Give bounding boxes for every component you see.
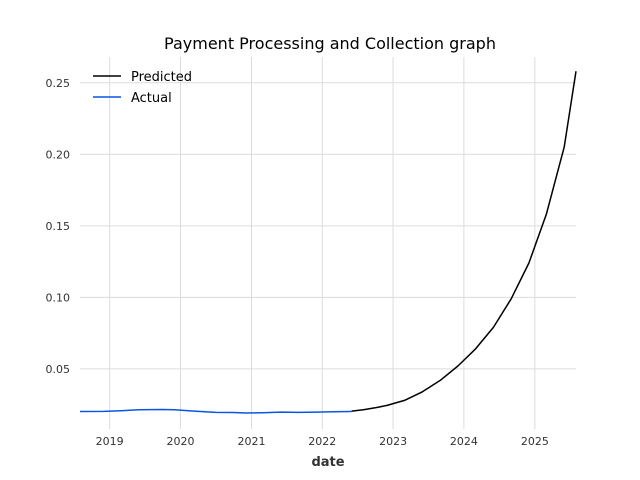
x-tick-label: 2024 (450, 435, 478, 448)
series-line-actual (79, 408, 352, 414)
x-tick-label: 2021 (237, 435, 265, 448)
y-tick-labels: 0.05 0.10 0.15 0.20 0.25 (46, 77, 71, 376)
x-tick-label: 2023 (379, 435, 407, 448)
x-axis-label: date (311, 455, 344, 470)
series-line-predicted (351, 71, 577, 412)
y-tick-label: 0.15 (46, 220, 71, 233)
y-tick-label: 0.05 (46, 363, 71, 376)
y-tick-label: 0.20 (46, 148, 71, 161)
x-tick-label: 2019 (96, 435, 124, 448)
y-tick-label: 0.25 (46, 77, 71, 90)
grid-lines (80, 57, 576, 429)
x-tick-labels: 2019 2020 2021 2022 2023 2024 2025 (96, 435, 549, 448)
x-tick-label: 2022 (308, 435, 336, 448)
legend-label-actual: Actual (131, 91, 172, 106)
legend-label-predicted: Predicted (131, 70, 192, 85)
x-tick-label: 2020 (166, 435, 194, 448)
y-tick-label: 0.10 (46, 291, 71, 304)
series-lines (79, 71, 577, 414)
legend: Predicted Actual (93, 70, 192, 106)
chart-title: Payment Processing and Collection graph (164, 34, 496, 53)
x-tick-label: 2025 (521, 435, 549, 448)
